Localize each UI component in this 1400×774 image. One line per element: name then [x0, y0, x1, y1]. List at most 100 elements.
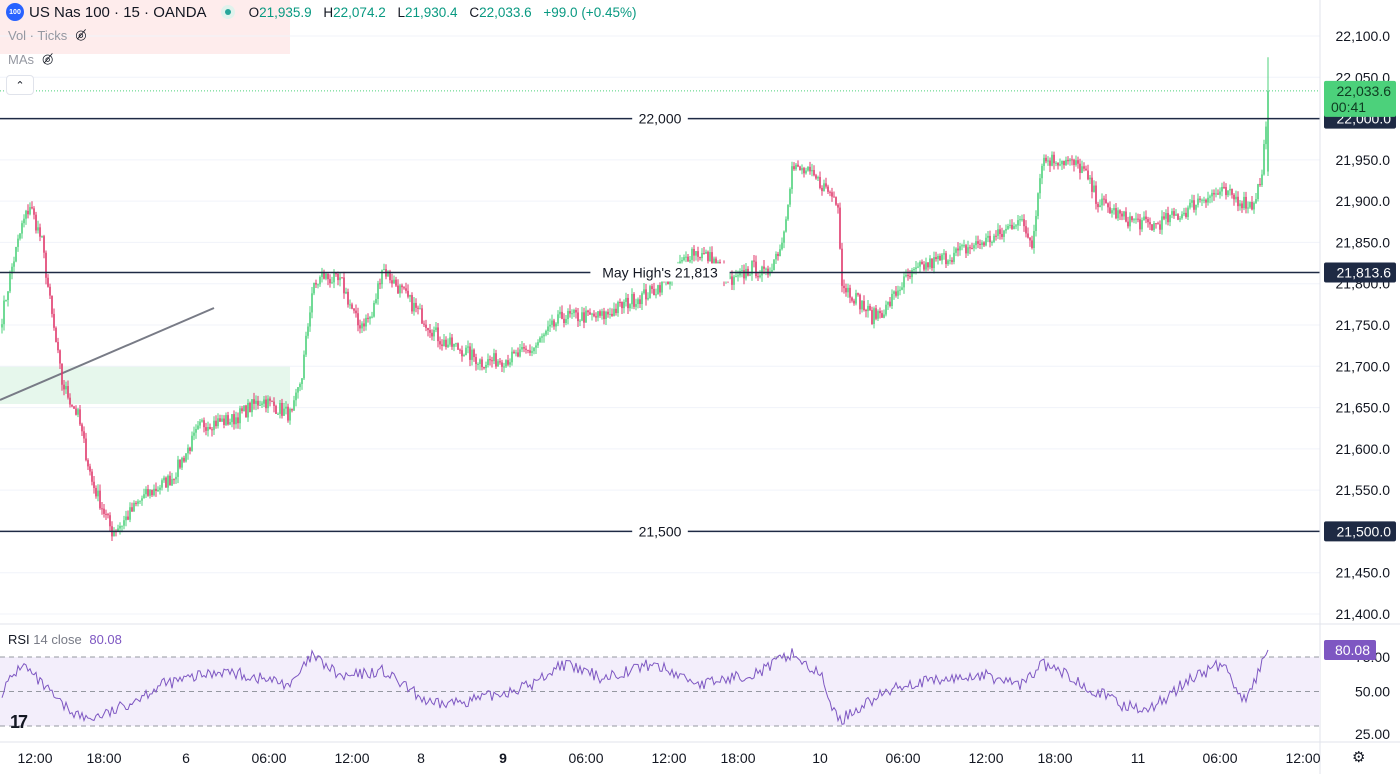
candle-body: [703, 253, 705, 255]
candle-body: [629, 304, 631, 309]
close-label: C: [469, 4, 480, 20]
candle-body: [183, 457, 185, 462]
candle-body: [563, 318, 565, 323]
candle-body: [943, 253, 945, 255]
candle-body: [295, 392, 297, 401]
candle-body: [427, 327, 429, 330]
candle-body: [363, 323, 365, 327]
candle-body: [1219, 191, 1221, 195]
eye-off-icon[interactable]: ◎̸: [75, 27, 87, 42]
candle-body: [1161, 216, 1163, 230]
candle-body: [1209, 196, 1211, 198]
candle-body: [261, 403, 263, 405]
candle-body: [357, 313, 359, 326]
candle-body: [271, 400, 273, 402]
candle-body: [733, 276, 735, 285]
candle-body: [1033, 231, 1035, 248]
candle-body: [1143, 216, 1145, 221]
ma-indicator-row[interactable]: MAs ◎̸: [0, 48, 53, 70]
collapse-legend-button[interactable]: ⌃: [6, 75, 34, 95]
candle-body: [1003, 230, 1005, 237]
candle-body: [133, 502, 135, 512]
candle-body: [167, 475, 169, 488]
candle-body: [173, 479, 175, 481]
candle-body: [1151, 224, 1153, 231]
candle-body: [881, 313, 883, 318]
candle-body: [219, 418, 221, 422]
candle-body: [1227, 190, 1229, 196]
candle-body: [297, 387, 299, 393]
candle-body: [1081, 166, 1083, 173]
rsi-name: RSI: [8, 632, 30, 647]
candle-body: [981, 242, 983, 245]
candle-body: [549, 324, 551, 327]
candle-body: [1135, 218, 1137, 220]
candle-body: [253, 399, 255, 404]
tradingview-logo[interactable]: 17: [10, 712, 28, 732]
rsi-legend[interactable]: RSI 14 close 80.08: [8, 632, 122, 647]
candle-body: [781, 242, 783, 250]
candle-body: [735, 276, 737, 278]
candle-body: [337, 273, 339, 281]
candle-body: [831, 192, 833, 197]
candle-body: [185, 453, 187, 462]
candle-body: [1141, 220, 1143, 230]
candle-body: [1093, 185, 1095, 192]
candle-body: [329, 279, 331, 284]
gear-icon[interactable]: ⚙: [1352, 749, 1366, 766]
candle-body: [815, 175, 817, 179]
candle-body: [595, 316, 597, 318]
candle-body: [643, 289, 645, 294]
candle-body: [17, 238, 19, 247]
volume-indicator-label: Vol · Ticks: [8, 27, 68, 43]
price-axis-label: 21,550.0: [1336, 482, 1391, 498]
candle-body: [895, 291, 897, 296]
candle-body: [1213, 192, 1215, 195]
candle-body: [27, 210, 29, 215]
candle-body: [1193, 200, 1195, 210]
candle-body: [811, 170, 813, 172]
candle-body: [141, 498, 143, 501]
candle-body: [681, 260, 683, 262]
market-status-icon[interactable]: [220, 5, 235, 19]
candle-body: [639, 299, 641, 305]
candle-body: [1237, 196, 1239, 207]
candle-body: [145, 489, 147, 495]
candle-body: [753, 260, 755, 262]
candle-body: [613, 308, 615, 316]
candle-body: [1039, 178, 1041, 194]
candle-body: [597, 311, 599, 318]
symbol-title[interactable]: US Nas 100 · 15 · OANDA: [29, 3, 207, 21]
candle-body: [213, 420, 215, 431]
candle-body: [837, 204, 839, 208]
candle-body: [969, 247, 971, 249]
candle-body: [961, 245, 963, 247]
candle-body: [987, 235, 989, 238]
candle-body: [1053, 154, 1055, 164]
open-label: O: [248, 4, 260, 20]
candle-body: [979, 243, 981, 245]
candle-body: [875, 308, 877, 319]
candle-body: [1085, 168, 1087, 171]
candle-body: [771, 270, 773, 272]
candle-body: [1055, 162, 1057, 164]
eye-off-icon[interactable]: ◎̸: [42, 51, 54, 66]
candle-body: [745, 268, 747, 279]
candle-body: [803, 168, 805, 174]
candle-body: [1199, 198, 1201, 200]
candle-body: [1091, 177, 1093, 192]
candle-body: [1077, 160, 1079, 164]
candle-body: [1187, 207, 1189, 217]
candle-body: [575, 309, 577, 313]
candle-body: [907, 274, 909, 277]
candle-body: [237, 417, 239, 424]
candle-body: [1065, 159, 1067, 166]
candle-body: [1113, 208, 1115, 211]
candle-body: [949, 260, 951, 262]
candle-body: [123, 520, 125, 526]
candle-body: [635, 304, 637, 307]
volume-indicator-row[interactable]: Vol · Ticks ◎̸: [0, 24, 87, 46]
candle-body: [349, 304, 351, 306]
candle-body: [217, 418, 219, 427]
